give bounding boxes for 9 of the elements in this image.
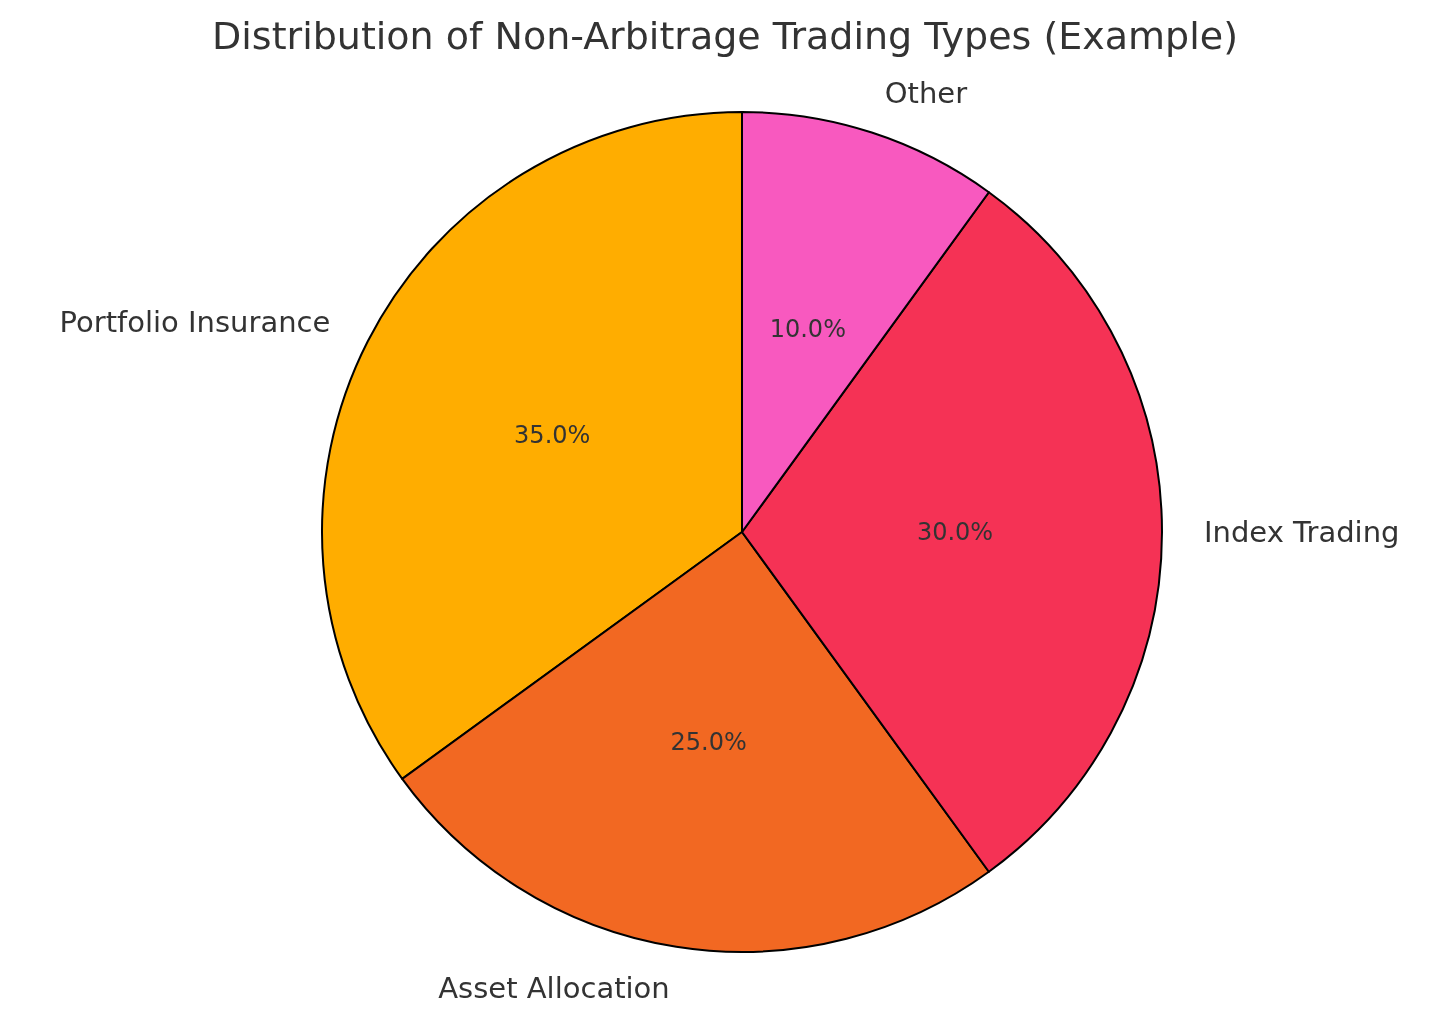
data-label: 30.0% xyxy=(916,518,994,546)
data-label: 35.0% xyxy=(514,421,591,450)
slice-label: Portfolio Insurance xyxy=(59,305,331,340)
chart-title: Distribution of Non-Arbitrage Trading Types (Example) xyxy=(212,14,1238,58)
data-label: 10.0% xyxy=(769,315,846,344)
data-label: 25.0% xyxy=(670,728,747,757)
slice-label: Asset Allocation xyxy=(438,971,670,1006)
slice-label: Other xyxy=(884,75,968,110)
slice-label: Index Trading xyxy=(1204,515,1400,549)
